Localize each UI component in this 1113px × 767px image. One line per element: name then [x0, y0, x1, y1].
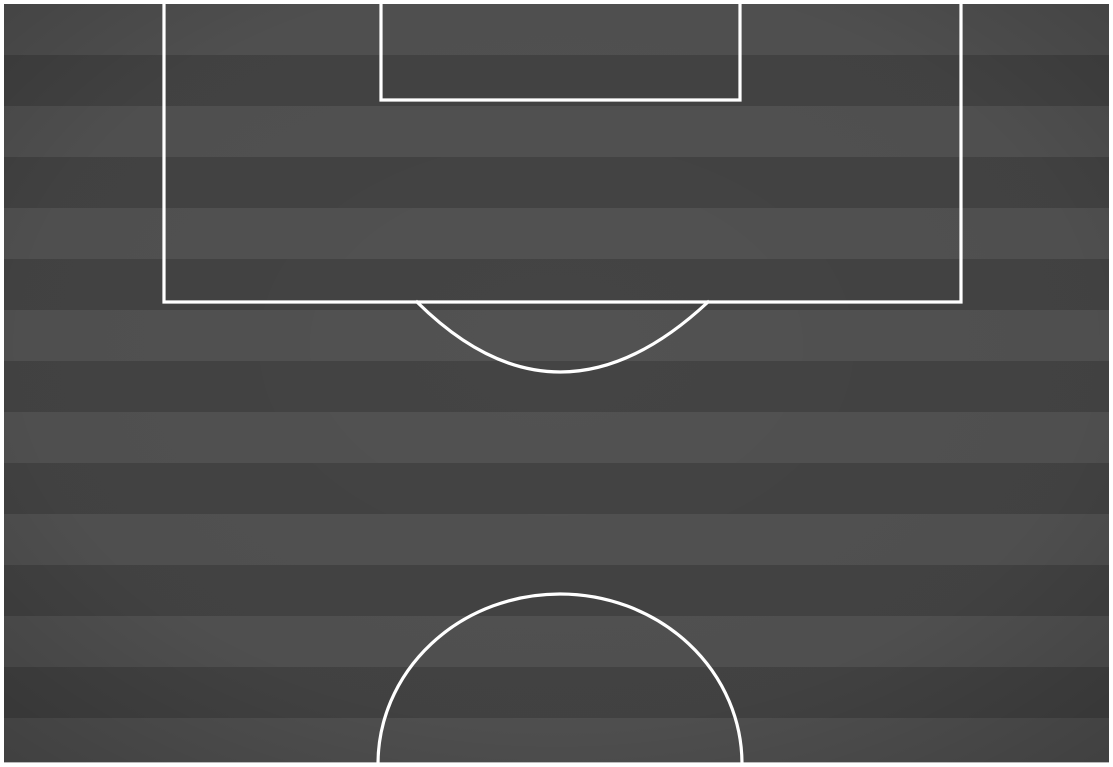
center-circle-half: [376, 592, 744, 766]
pitch-vignette: [4, 4, 1109, 764]
penalty-arc: [414, 299, 711, 374]
penalty-area: [162, 2, 963, 304]
goal-area: [379, 2, 742, 102]
